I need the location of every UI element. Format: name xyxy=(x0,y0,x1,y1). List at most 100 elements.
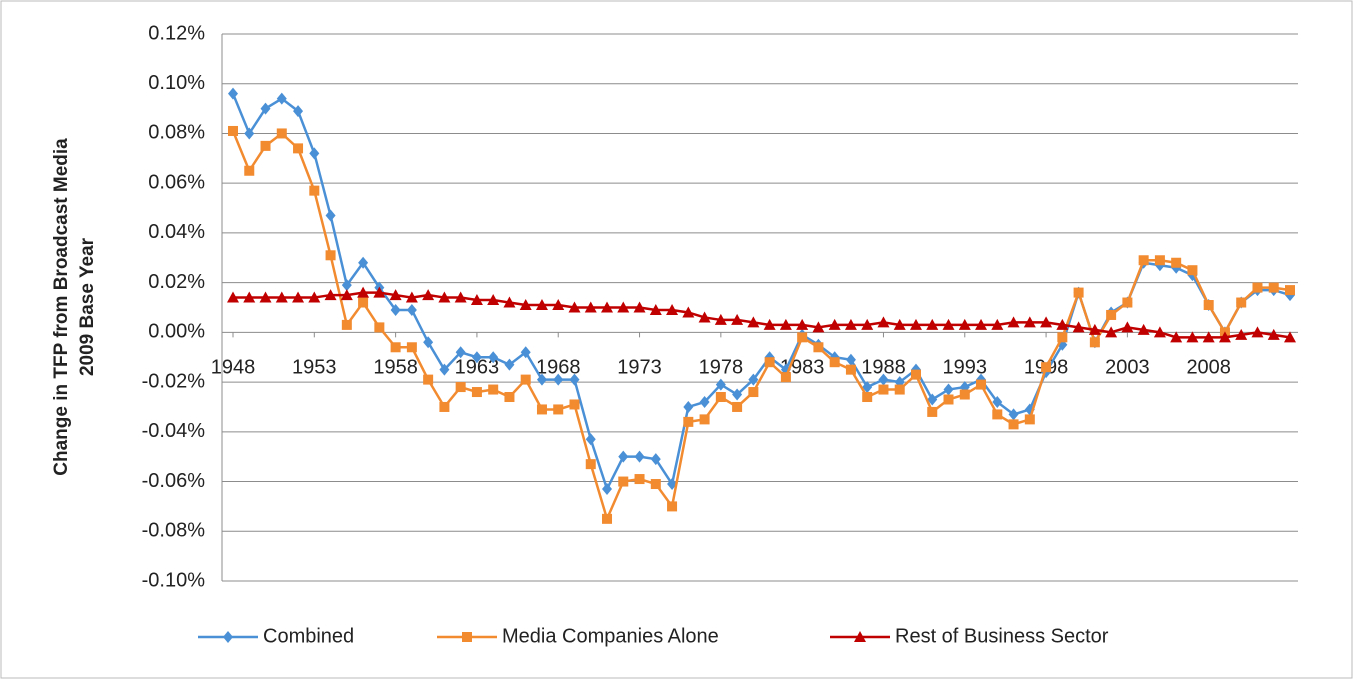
point xyxy=(1268,282,1279,293)
point xyxy=(309,147,320,160)
point xyxy=(958,318,971,330)
point xyxy=(602,483,613,496)
point xyxy=(732,388,743,401)
point xyxy=(1251,326,1264,338)
point xyxy=(293,143,304,154)
point xyxy=(828,318,841,330)
point xyxy=(910,369,921,380)
point xyxy=(292,291,305,303)
x-tick-label: 1988 xyxy=(861,357,906,379)
point xyxy=(259,291,272,303)
point xyxy=(1153,326,1166,338)
point xyxy=(909,318,922,330)
point xyxy=(341,319,352,330)
point xyxy=(715,378,726,391)
y-axis-label: Change in TFP from Broadcast Media xyxy=(51,138,72,476)
point xyxy=(535,299,548,311)
point xyxy=(878,373,889,386)
point xyxy=(423,336,434,349)
point xyxy=(976,379,987,390)
point xyxy=(406,342,417,353)
y-axis-label: 2009 Base Year xyxy=(77,237,98,376)
point xyxy=(862,392,873,403)
point xyxy=(845,364,856,375)
y-tick-label: 0.00% xyxy=(148,321,205,343)
point xyxy=(650,453,661,466)
point xyxy=(325,250,336,261)
point xyxy=(488,384,499,395)
point xyxy=(813,342,824,353)
point xyxy=(1285,285,1295,296)
point xyxy=(504,392,515,403)
point xyxy=(585,433,596,446)
point xyxy=(520,374,531,385)
x-tick-label: 1993 xyxy=(943,357,988,379)
point xyxy=(503,296,516,308)
point xyxy=(1284,331,1296,343)
point xyxy=(1073,287,1084,298)
point xyxy=(438,291,451,303)
point xyxy=(1202,331,1215,343)
point xyxy=(1203,300,1214,311)
point xyxy=(227,291,239,303)
point xyxy=(1007,316,1020,328)
point xyxy=(358,297,369,308)
x-tick-label: 1948 xyxy=(211,357,256,379)
point xyxy=(683,400,694,413)
point xyxy=(878,384,889,395)
point xyxy=(927,393,938,406)
point xyxy=(893,318,906,330)
y-tick-label: 0.12% xyxy=(148,22,205,44)
point xyxy=(470,294,483,306)
point xyxy=(504,358,515,371)
point xyxy=(569,399,580,410)
point xyxy=(520,346,531,359)
y-tick-label: -0.04% xyxy=(142,420,206,442)
point xyxy=(747,316,760,328)
point xyxy=(536,373,547,386)
x-tick-label: 1953 xyxy=(292,357,337,379)
point xyxy=(862,381,873,394)
point xyxy=(325,209,336,222)
point xyxy=(423,374,434,385)
point xyxy=(553,404,564,415)
point xyxy=(406,303,417,316)
point xyxy=(390,342,401,353)
point xyxy=(943,383,954,396)
point xyxy=(634,450,645,463)
point xyxy=(1008,419,1019,430)
legend-label: Rest of Business Sector xyxy=(895,625,1109,647)
point xyxy=(487,294,500,306)
point xyxy=(975,318,988,330)
point xyxy=(260,102,271,115)
point xyxy=(748,387,759,398)
y-tick-label: -0.02% xyxy=(142,370,206,392)
point xyxy=(293,105,304,118)
y-tick-label: -0.08% xyxy=(142,520,206,542)
point xyxy=(1057,332,1068,343)
point xyxy=(1106,309,1117,320)
point xyxy=(260,140,271,151)
point xyxy=(552,299,565,311)
legend-marker xyxy=(223,631,233,643)
y-tick-label: -0.10% xyxy=(142,569,206,591)
legend-marker xyxy=(462,632,472,642)
point xyxy=(488,351,499,364)
point xyxy=(618,450,629,463)
point xyxy=(455,346,466,359)
point xyxy=(601,301,614,313)
point xyxy=(1056,318,1069,330)
point xyxy=(1072,321,1085,333)
point xyxy=(861,318,874,330)
point xyxy=(439,363,450,376)
y-tick-label: 0.02% xyxy=(148,271,205,293)
point xyxy=(715,392,726,403)
point xyxy=(666,303,679,315)
point xyxy=(341,279,352,292)
point xyxy=(1252,282,1263,293)
point xyxy=(374,322,385,333)
legend-label: Combined xyxy=(263,625,354,647)
point xyxy=(309,185,320,196)
point xyxy=(763,318,776,330)
